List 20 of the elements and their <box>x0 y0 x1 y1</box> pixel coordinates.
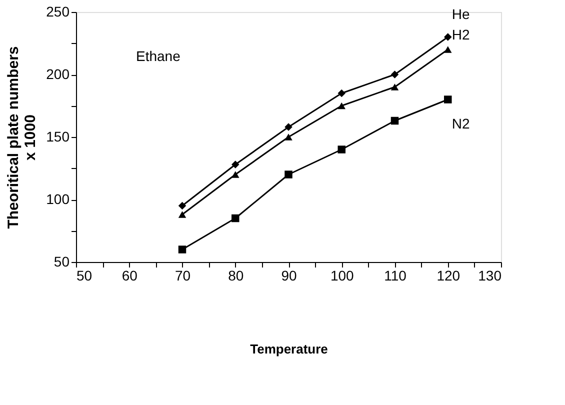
x-tick-label: 70 <box>174 268 191 284</box>
x-tick-label: 90 <box>281 268 297 284</box>
series-label: H2 <box>452 26 470 42</box>
x-axis-title: Temperature <box>250 342 328 356</box>
x-tick-label: 80 <box>228 268 244 284</box>
annotation: Ethane <box>136 48 181 64</box>
series-label: N2 <box>452 116 470 132</box>
series-label: He <box>452 6 470 22</box>
x-tick-label: 120 <box>436 268 460 284</box>
x-tick-label: 50 <box>76 268 92 284</box>
y-tick-label: 50 <box>54 254 70 270</box>
x-tick-label: 100 <box>330 268 354 284</box>
y-tick-label: 200 <box>46 66 70 82</box>
x-tick-label: 110 <box>384 268 407 284</box>
x-tick-label: 130 <box>478 268 502 284</box>
x-tick-label: 60 <box>122 268 138 284</box>
y-axis-title: Theoritical plate numbers x 1000 <box>5 46 40 229</box>
y-tick-label: 100 <box>46 191 70 207</box>
y-tick-label: 250 <box>46 4 70 20</box>
y-tick-label: 150 <box>46 128 70 144</box>
